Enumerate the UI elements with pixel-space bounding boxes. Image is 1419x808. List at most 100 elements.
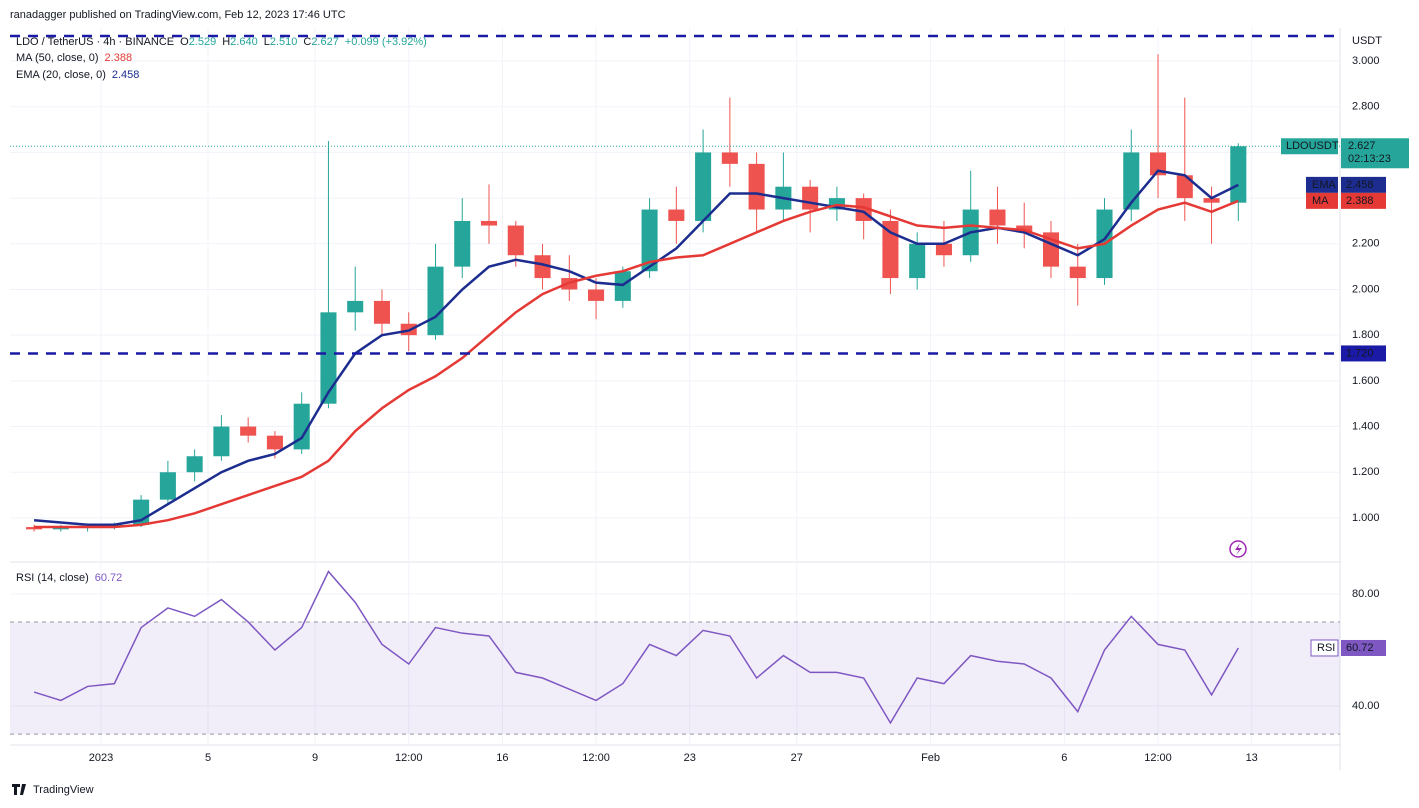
y-tick-label: 40.00 <box>1352 700 1380 712</box>
candle-body <box>909 243 926 279</box>
candle-body <box>240 426 257 436</box>
candle-body <box>266 435 283 450</box>
x-tick-label: 27 <box>791 752 803 764</box>
series-line <box>33 169 1239 527</box>
series-value-badge-label: 2.388 <box>1346 195 1374 207</box>
series-line <box>33 570 1239 725</box>
series-name-badge <box>1306 192 1338 209</box>
y-tick-label: 2.800 <box>1352 101 1380 113</box>
y-tick-label: 1.000 <box>1352 512 1380 524</box>
level-badge <box>1341 345 1386 362</box>
quote-key: H <box>222 36 230 48</box>
y-tick-label: 80.00 <box>1352 588 1380 600</box>
x-tick-label: 9 <box>312 752 318 764</box>
publisher-line: ranadagger published on TradingView.com,… <box>10 9 346 21</box>
candle-body <box>668 209 685 221</box>
candle-body <box>427 266 444 336</box>
x-tick-label: 12:00 <box>1144 752 1172 764</box>
series-name-badge-label: EMA <box>1312 179 1337 191</box>
series-line <box>34 199 1239 529</box>
symbol-badge-label: LDOUSDT <box>1286 140 1339 152</box>
y-tick-label: 1.600 <box>1352 375 1380 387</box>
quote-key: O <box>180 36 189 48</box>
candle-body <box>588 289 605 301</box>
candle-body <box>1230 146 1247 203</box>
x-tick-label: 12:00 <box>582 752 610 764</box>
y-tick-label: 2.000 <box>1352 283 1380 295</box>
series-value-badge <box>1341 176 1386 193</box>
y-tick-label: 1.800 <box>1352 329 1380 341</box>
series-name-badge <box>1310 639 1339 657</box>
quote-legend: LDO / TetherUS · 4h · BINANCE O2.529 H2.64… <box>16 36 427 48</box>
series-value-badge <box>1341 639 1386 656</box>
candle-body <box>186 456 203 473</box>
candle-body <box>721 152 738 164</box>
x-tick-label: 23 <box>684 752 696 764</box>
candle-body <box>695 152 712 221</box>
y-tick-label: 1.200 <box>1352 466 1380 478</box>
x-tick-label: 2023 <box>89 752 113 764</box>
quote-value: 2.640 <box>230 36 258 48</box>
series-legend-value: 2.458 <box>112 69 140 81</box>
price-badge <box>1341 138 1409 169</box>
x-tick-label: 5 <box>205 752 211 764</box>
countdown: 02:13:23 <box>1348 153 1391 165</box>
rsi-band <box>10 621 1340 735</box>
candle-body <box>989 209 1006 226</box>
candle-body <box>159 472 176 500</box>
series-legend-name: MA (50, close, 0) <box>16 52 99 64</box>
candle-body <box>1123 152 1140 210</box>
y-tick-label: 2.200 <box>1352 238 1380 250</box>
series-value-badge-label: 2.458 <box>1346 179 1374 191</box>
series-name-badge <box>1306 176 1338 193</box>
brand-logo: TradingView <box>12 784 94 796</box>
quote-symbol: LDO / TetherUS · 4h · BINANCE <box>16 36 174 48</box>
series-legend-value: 2.388 <box>105 52 133 64</box>
series-legend: MA (50, close, 0) 2.388 <box>16 52 132 64</box>
candle-body <box>802 186 819 210</box>
series-name-badge-label: RSI <box>1317 642 1335 654</box>
quote-change: +0.099 (+3.92%) <box>345 36 427 48</box>
x-tick-label: 13 <box>1246 752 1258 764</box>
candle-body <box>1176 175 1193 199</box>
candle-body <box>935 243 952 256</box>
series-legend: RSI (14, close) 60.72 <box>16 572 122 584</box>
series-legend-name: RSI (14, close) <box>16 572 89 584</box>
unit-label: USDT <box>1352 35 1382 47</box>
y-tick-label: 3.000 <box>1352 55 1380 67</box>
candle-body <box>480 220 498 226</box>
x-tick-label: 12:00 <box>395 752 423 764</box>
candle-body <box>534 255 551 279</box>
candle-body <box>507 225 524 256</box>
series-legend-value: 60.72 <box>95 572 123 584</box>
candle-body <box>1069 266 1086 279</box>
alert-icon <box>1229 540 1247 558</box>
candle-body <box>1203 198 1220 203</box>
quote-key: L <box>264 36 270 48</box>
candle-body <box>320 312 337 404</box>
series-value-badge <box>1341 192 1386 209</box>
brand-name: TradingView <box>33 784 94 796</box>
candle-body <box>1150 152 1167 176</box>
candle-body <box>293 403 310 450</box>
x-tick-label: 16 <box>496 752 508 764</box>
y-tick-label: 1.400 <box>1352 420 1380 432</box>
series-name-badge-label: MA <box>1312 195 1329 207</box>
candle-body <box>347 300 364 313</box>
level-label: 1.720 <box>1346 347 1374 359</box>
price-badge-value: 2.627 <box>1348 140 1376 152</box>
symbol-badge <box>1281 138 1338 155</box>
quote-value: 2.627 <box>311 36 339 48</box>
series-legend-name: EMA (20, close, 0) <box>16 69 106 81</box>
candle-body <box>748 163 765 210</box>
series-legend: EMA (20, close, 0) 2.458 <box>16 69 139 81</box>
candle-body <box>454 220 471 267</box>
grid <box>10 28 1340 745</box>
series-value-badge-label: 60.72 <box>1346 642 1374 654</box>
candle-body <box>213 426 230 457</box>
candle-body <box>641 209 658 272</box>
quote-value: 2.510 <box>270 36 298 48</box>
